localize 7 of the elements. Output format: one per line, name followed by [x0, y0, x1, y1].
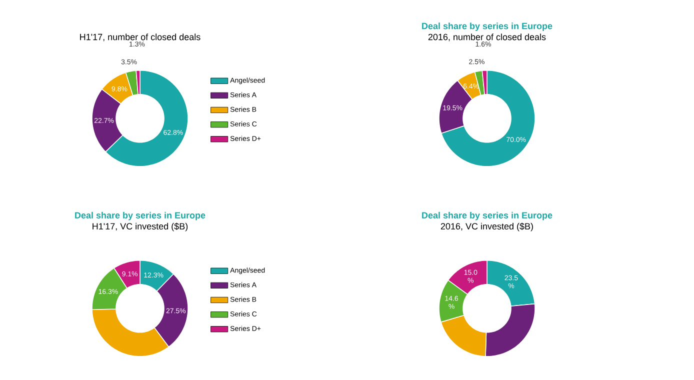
- chart-title: Deal share by series in Europe: [422, 22, 552, 31]
- chart-subtitle: H1'17, VC invested ($B): [92, 222, 188, 232]
- chart-subtitle: 2016, VC invested ($B): [440, 222, 533, 232]
- chart-title: Deal share by series in Europe: [75, 212, 206, 220]
- chart-subtitle: H1'17, number of closed deals: [80, 34, 200, 42]
- chart-title: Deal share by series in Europe: [422, 212, 552, 220]
- chart-subtitle: 2016, number of closed deals: [428, 34, 546, 42]
